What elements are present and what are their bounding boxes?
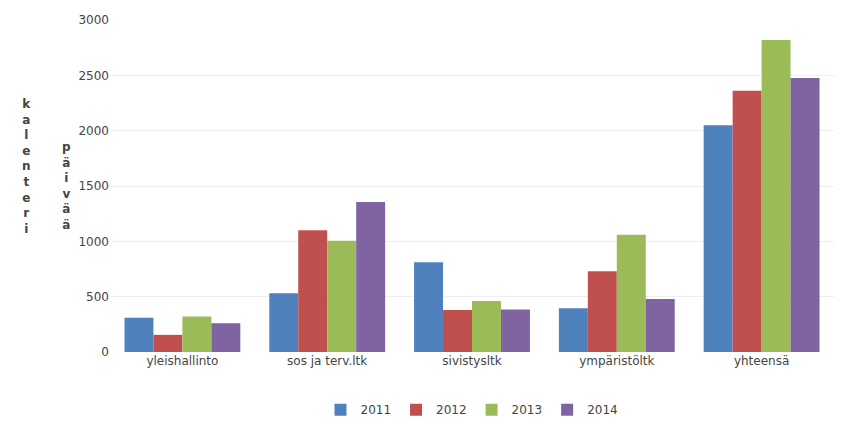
- svg-text:0: 0: [101, 345, 109, 359]
- svg-text:3000: 3000: [78, 13, 109, 27]
- svg-text:2500: 2500: [78, 69, 109, 83]
- svg-text:2013: 2013: [512, 403, 543, 417]
- svg-text:1500: 1500: [78, 179, 109, 193]
- svg-text:sos ja terv.ltk: sos ja terv.ltk: [287, 354, 367, 368]
- svg-text:päivää: päivää: [62, 140, 71, 232]
- svg-text:2012: 2012: [436, 403, 467, 417]
- svg-text:kalenteri: kalenteri: [22, 97, 31, 236]
- svg-text:2014: 2014: [587, 403, 618, 417]
- svg-text:sivistysltk: sivistysltk: [442, 354, 501, 368]
- svg-text:ympäristöltk: ympäristöltk: [579, 354, 654, 368]
- svg-text:2000: 2000: [78, 124, 109, 138]
- svg-text:1000: 1000: [78, 235, 109, 249]
- svg-text:2011: 2011: [361, 403, 392, 417]
- svg-text:500: 500: [86, 290, 109, 304]
- svg-text:yhteensä: yhteensä: [734, 354, 789, 368]
- svg-text:yleishallinto: yleishallinto: [146, 354, 218, 368]
